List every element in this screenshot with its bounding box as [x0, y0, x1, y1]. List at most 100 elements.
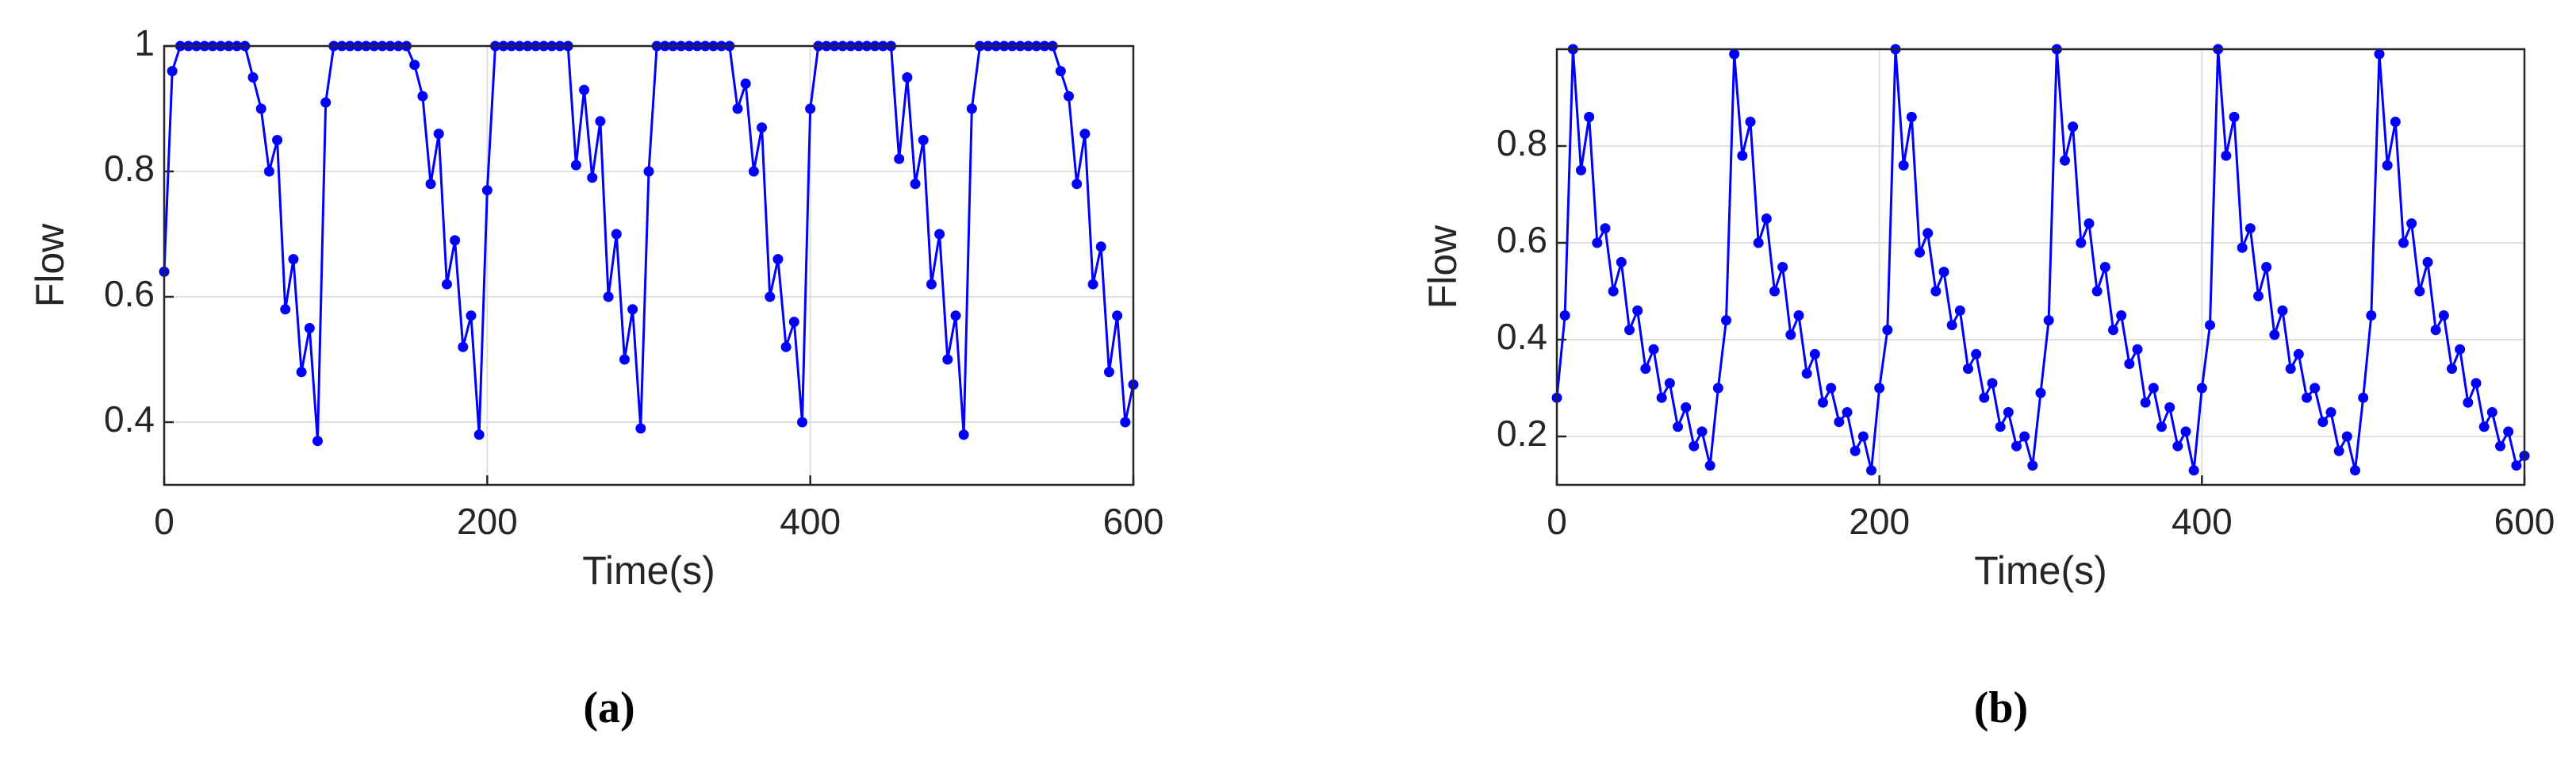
data-point [1681, 402, 1692, 413]
data-point [2398, 237, 2409, 248]
data-point [2455, 344, 2466, 355]
y-axis-label: Flow [1420, 225, 1465, 309]
x-axis-label: Time(s) [1974, 548, 2107, 593]
data-point [2205, 320, 2215, 331]
data-point [1954, 305, 1965, 316]
data-point [570, 160, 581, 171]
data-point [280, 304, 291, 315]
subplot: 0.4 0.6 0.8 1 0 200 400 600 Time(s) Flow (a) [28, 22, 1163, 732]
data-point [1608, 286, 1619, 297]
data-point [2043, 315, 2054, 326]
data-point [2406, 218, 2417, 229]
data-point [2188, 465, 2199, 476]
y-tick-label: 0.8 [1497, 122, 1547, 163]
data-point [409, 60, 420, 71]
data-point [2261, 262, 2272, 272]
data-point [2430, 325, 2441, 336]
data-point [1640, 363, 1651, 375]
x-tick-label: 0 [1547, 501, 1567, 542]
data-point [304, 323, 315, 333]
data-point [1826, 382, 1837, 394]
data-point [2478, 421, 2490, 432]
data-line [1555, 48, 2526, 471]
data-point [1857, 431, 1869, 442]
data-point [2060, 155, 2070, 166]
data-point [2019, 431, 2030, 442]
y-axis-label: Flow [28, 223, 72, 307]
data-point [1696, 426, 1708, 437]
data-point [2382, 160, 2393, 171]
axes-box [163, 44, 1135, 486]
data-point [1971, 348, 1982, 359]
data-point [635, 423, 646, 434]
data-point [796, 417, 807, 428]
data-point [1632, 305, 1643, 316]
data-point [1930, 286, 1942, 297]
data-point [1915, 247, 1925, 258]
data-point [1737, 150, 1748, 161]
data-point [934, 229, 945, 240]
data-point [2068, 121, 2079, 133]
data-point [1922, 228, 1934, 239]
data-point [942, 354, 953, 365]
data-point [2108, 325, 2118, 336]
data-point [2196, 382, 2207, 394]
data-point [1584, 111, 1595, 122]
data-point [2237, 242, 2248, 253]
data-point [1559, 310, 1570, 321]
data-point [1624, 325, 1635, 336]
data-point [894, 153, 905, 164]
data-point [473, 429, 485, 440]
data-point [765, 291, 776, 302]
data-point [1963, 363, 1973, 375]
data-point [2293, 348, 2304, 359]
data-point [2172, 440, 2183, 452]
data-point [2132, 344, 2143, 355]
data-point [757, 122, 768, 133]
data-point [2148, 382, 2159, 394]
data-point [2124, 359, 2135, 369]
data-point [1656, 392, 1667, 403]
data-point [1818, 397, 1828, 408]
data-point [643, 166, 654, 177]
data-point [1898, 160, 1909, 171]
data-point [466, 310, 477, 321]
data-point [167, 66, 178, 77]
data-point [433, 129, 444, 140]
data-point [1071, 179, 1083, 190]
data-point [481, 185, 493, 196]
data-point [2366, 310, 2377, 321]
data-point [1664, 378, 1675, 389]
data-point [2350, 465, 2360, 476]
data-point [1850, 445, 1861, 456]
data-point [950, 310, 961, 321]
data-point [1600, 223, 1611, 234]
data-point [1064, 90, 1075, 102]
data-point [425, 179, 436, 190]
data-point [748, 166, 759, 177]
data-point [2358, 392, 2369, 403]
data-point [2471, 378, 2482, 389]
data-point [805, 103, 816, 114]
x-tick-label: 200 [457, 501, 518, 542]
data-point [926, 279, 937, 290]
data-point [458, 341, 469, 352]
y-tick-label: 0.4 [104, 398, 155, 440]
x-tick-label: 200 [1849, 501, 1910, 542]
data-point [2325, 407, 2336, 417]
data-point [1842, 407, 1853, 417]
x-tick-label: 400 [2172, 501, 2233, 542]
data-point [1834, 417, 1845, 428]
data-point [587, 172, 598, 183]
data-point [918, 135, 929, 145]
data-point [2083, 218, 2095, 229]
data-point [619, 354, 630, 365]
data-point [1103, 367, 1114, 378]
data-point [2091, 286, 2103, 297]
data-point [2422, 256, 2433, 267]
data-point [2244, 223, 2256, 234]
y-tick-label: 0.6 [1497, 219, 1547, 260]
data-point [1906, 111, 1917, 122]
panel-label: (b) [1974, 683, 2028, 732]
